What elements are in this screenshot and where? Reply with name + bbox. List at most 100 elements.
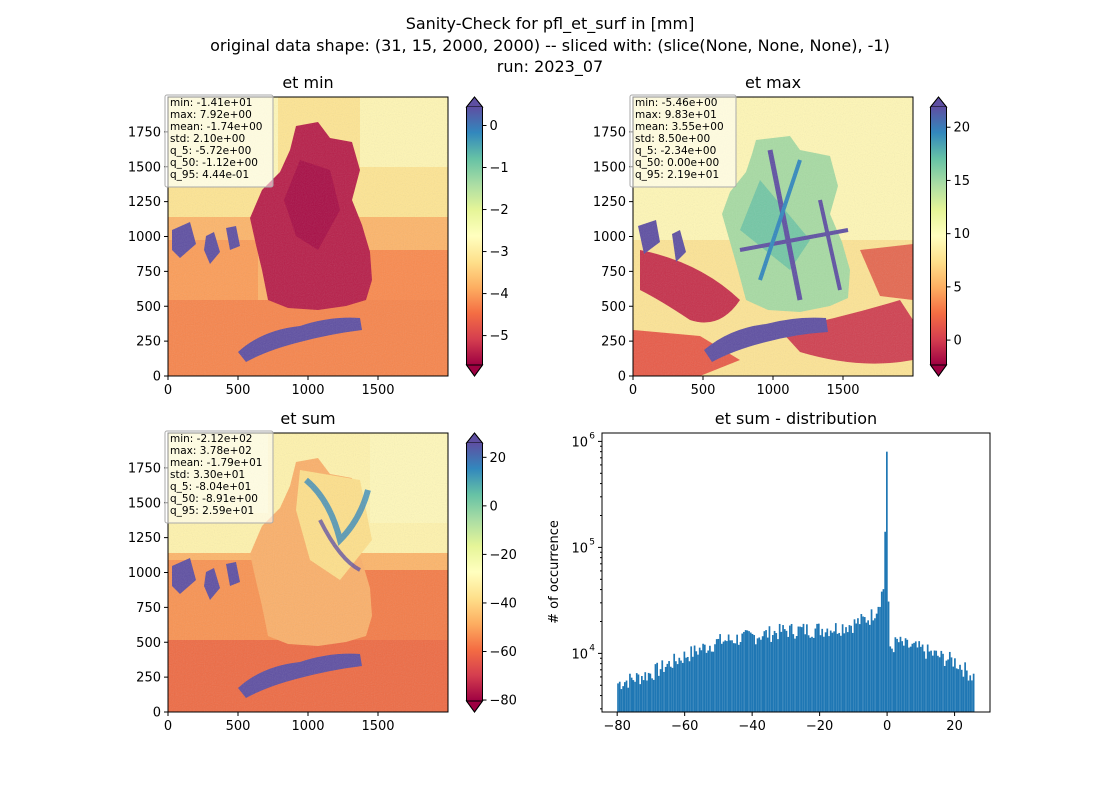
histogram-bar xyxy=(766,637,769,712)
histogram-bar xyxy=(639,684,642,712)
colorbar-tick-label: 0 xyxy=(490,499,498,514)
suptitle-line-3: run: 2023_07 xyxy=(497,57,603,77)
histogram-bar xyxy=(916,647,919,712)
histogram-bar xyxy=(736,634,738,712)
colorbar-tick-label: −1 xyxy=(490,161,509,176)
histogram-bar xyxy=(663,671,665,712)
histogram-bar xyxy=(935,650,938,712)
histogram-bar xyxy=(741,633,744,712)
histogram-bar xyxy=(925,658,927,712)
y-tick-label: 250 xyxy=(601,335,626,350)
stat-line: q_5: -2.34e+00 xyxy=(635,145,716,157)
histogram-bar xyxy=(770,641,773,712)
x-tick-label: 500 xyxy=(691,383,716,398)
histogram-bar xyxy=(945,660,948,712)
histogram-bar xyxy=(806,624,808,712)
histogram-bar xyxy=(834,623,837,712)
y-tick-label: 1250 xyxy=(128,531,161,546)
figure-suptitle: Sanity-Check for pfl_et_surf in [mm] ori… xyxy=(210,14,890,77)
histogram-bar xyxy=(641,676,643,712)
histogram-bar xyxy=(904,638,907,712)
x-tick-label: −20 xyxy=(806,719,833,734)
histogram-bar xyxy=(901,641,904,712)
histogram-bar xyxy=(753,635,755,712)
histogram-bar xyxy=(802,623,805,712)
histogram-bar xyxy=(846,632,849,712)
histogram-bar xyxy=(732,643,735,712)
x-tick-label: −80 xyxy=(603,719,630,734)
histogram-bar xyxy=(891,648,893,712)
histogram-bar xyxy=(629,673,631,712)
histogram-bar xyxy=(952,666,955,712)
histogram-bar xyxy=(816,623,818,712)
stat-line: q_50: 0.00e+00 xyxy=(635,157,719,169)
histogram-bar xyxy=(758,637,761,712)
histogram-bar xyxy=(967,680,970,712)
histogram-bar xyxy=(862,616,864,712)
histogram-bar xyxy=(875,613,878,712)
histogram-bar xyxy=(914,641,917,712)
y-tick-label: 1750 xyxy=(593,125,626,140)
x-tick-label: −40 xyxy=(738,719,765,734)
histogram-bar xyxy=(782,625,784,712)
histogram-bar xyxy=(955,668,958,712)
histogram-bar xyxy=(972,673,975,712)
histogram-bar xyxy=(690,646,693,712)
histogram-bar xyxy=(804,634,807,712)
histogram-bar xyxy=(651,678,653,712)
histogram-bar xyxy=(775,633,778,712)
histogram-bar xyxy=(646,680,648,712)
y-tick-label: 500 xyxy=(136,300,161,315)
histogram-bar xyxy=(666,663,669,712)
y-tick-label: 0 xyxy=(153,706,161,721)
panel-et-sum: et sum 0 500 1000 1500 0 250 500 750 1000 1250 150… xyxy=(128,409,517,734)
y-tick-label: 1250 xyxy=(128,195,161,210)
histogram-bar xyxy=(899,636,902,712)
histogram-bar xyxy=(799,626,801,712)
histogram-bar xyxy=(964,662,966,712)
panel-title: et sum xyxy=(280,409,335,428)
histogram-bar xyxy=(843,633,846,712)
histogram-bar xyxy=(661,660,664,712)
y-axis-label: # of occurrence xyxy=(547,520,562,624)
histogram-bar xyxy=(622,686,624,712)
colorbar-tick-label: −3 xyxy=(490,245,509,260)
stat-line: q_95: 2.19e+01 xyxy=(635,169,719,181)
histogram-bar xyxy=(794,638,796,712)
histogram-bar xyxy=(765,630,767,712)
histogram-bar xyxy=(831,632,834,712)
x-tick-label: 0 xyxy=(883,719,891,734)
histogram-bar xyxy=(688,661,691,712)
x-tick-label: 1500 xyxy=(826,383,859,398)
histogram-bar xyxy=(668,661,670,712)
histogram-bar xyxy=(841,624,844,712)
histogram-bar xyxy=(632,680,635,712)
y-tick-label: 10 xyxy=(571,435,588,450)
histogram-bar xyxy=(714,644,716,712)
y-tick-label: 750 xyxy=(136,601,161,616)
y-tick-exponent: 5 xyxy=(589,537,595,547)
panel-title: et sum - distribution xyxy=(715,409,877,428)
histogram-bar xyxy=(809,637,812,712)
histogram-bar xyxy=(824,632,827,712)
y-tick-label: 250 xyxy=(136,335,161,350)
panel-et-max: et max 0 500 1000 1500025050075010001250150… xyxy=(593,73,970,398)
histogram-bar xyxy=(698,647,701,712)
histogram-bar xyxy=(635,673,638,712)
histogram-bar xyxy=(969,675,972,712)
suptitle-line-2: original data shape: (31, 15, 2000, 2000… xyxy=(210,36,890,55)
y-tick-exponent: 6 xyxy=(589,431,595,441)
histogram-bar xyxy=(823,636,825,712)
x-tick-label: 1000 xyxy=(291,719,324,734)
colorbar-tick-label: 20 xyxy=(490,451,507,466)
y-tick-label: 1000 xyxy=(593,230,626,245)
histogram-bar xyxy=(647,672,650,712)
colorbar-tick-label: 20 xyxy=(954,121,971,136)
histogram-bar xyxy=(872,620,875,712)
histogram-bar xyxy=(707,650,710,712)
histogram-bar xyxy=(857,618,859,712)
x-tick-label: 1000 xyxy=(291,383,324,398)
